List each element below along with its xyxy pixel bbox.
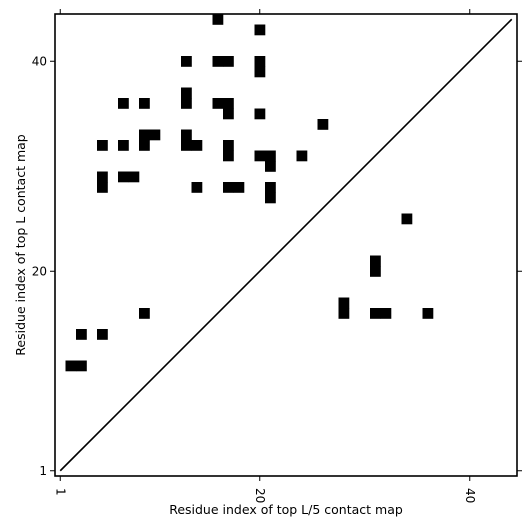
contact-cell bbox=[181, 87, 192, 99]
contact-cell bbox=[254, 56, 266, 67]
contact-cell bbox=[139, 129, 150, 141]
contact-cell bbox=[149, 129, 161, 141]
contact-cell bbox=[422, 308, 434, 319]
contact-cell bbox=[128, 171, 140, 183]
contact-cell bbox=[212, 56, 224, 67]
contact-cell bbox=[139, 98, 150, 109]
contact-cell bbox=[181, 129, 192, 141]
contact-cell bbox=[212, 14, 224, 25]
contact-cell bbox=[338, 308, 350, 319]
contact-cell bbox=[191, 182, 203, 193]
contact-cell bbox=[223, 98, 234, 109]
contact-cell bbox=[97, 171, 108, 183]
contact-cell bbox=[97, 329, 108, 340]
contact-cell bbox=[265, 150, 276, 162]
contact-cell bbox=[380, 308, 392, 319]
contact-cell bbox=[97, 182, 108, 193]
axis-ticks: 1 20 40 1 20 40 bbox=[32, 9, 522, 503]
contact-cell bbox=[118, 171, 129, 183]
x-tick-label: 1 bbox=[53, 488, 67, 496]
contact-cell bbox=[139, 308, 150, 319]
contact-cell bbox=[139, 140, 150, 151]
contact-cell bbox=[401, 213, 413, 225]
contact-cell bbox=[97, 140, 108, 151]
contact-cell bbox=[254, 108, 266, 120]
contact-cell bbox=[338, 297, 350, 309]
contact-cell bbox=[370, 255, 381, 267]
contact-cell bbox=[370, 266, 381, 277]
contact-cell bbox=[223, 140, 234, 151]
contact-cell bbox=[296, 150, 308, 162]
contact-cells bbox=[65, 14, 434, 372]
y-tick-label: 20 bbox=[32, 264, 47, 278]
x-tick-label: 40 bbox=[463, 488, 477, 503]
x-tick-label: 20 bbox=[253, 488, 267, 503]
contact-cell bbox=[212, 98, 224, 109]
contact-cell bbox=[265, 182, 276, 193]
contact-cell bbox=[265, 192, 276, 204]
x-axis-label: Residue index of top L/5 contact map bbox=[169, 502, 403, 517]
contact-cell bbox=[223, 108, 234, 120]
contact-cell bbox=[191, 140, 203, 151]
plot-frame bbox=[54, 13, 518, 477]
contact-cell bbox=[223, 182, 234, 193]
contact-cell bbox=[76, 329, 87, 340]
diagonal-line bbox=[59, 18, 513, 472]
contact-cell bbox=[254, 150, 266, 162]
contact-cell bbox=[254, 24, 266, 36]
contact-cell bbox=[254, 66, 266, 78]
contact-cell bbox=[118, 98, 129, 109]
contact-cell bbox=[317, 119, 329, 130]
contact-cell bbox=[76, 360, 87, 372]
contact-cell bbox=[181, 98, 192, 109]
contact-cell bbox=[65, 360, 77, 372]
contact-cell bbox=[118, 140, 129, 151]
contact-cell bbox=[181, 56, 192, 67]
y-tick-label: 1 bbox=[39, 464, 47, 478]
contact-cell bbox=[223, 56, 234, 67]
contact-cell bbox=[181, 140, 192, 151]
contact-cell bbox=[265, 161, 276, 172]
contact-cell bbox=[223, 150, 234, 162]
y-tick-label: 40 bbox=[32, 54, 47, 68]
contact-cell bbox=[370, 308, 381, 319]
y-axis-label: Residue index of top L contact map bbox=[13, 134, 28, 355]
contact-cell bbox=[233, 182, 245, 193]
